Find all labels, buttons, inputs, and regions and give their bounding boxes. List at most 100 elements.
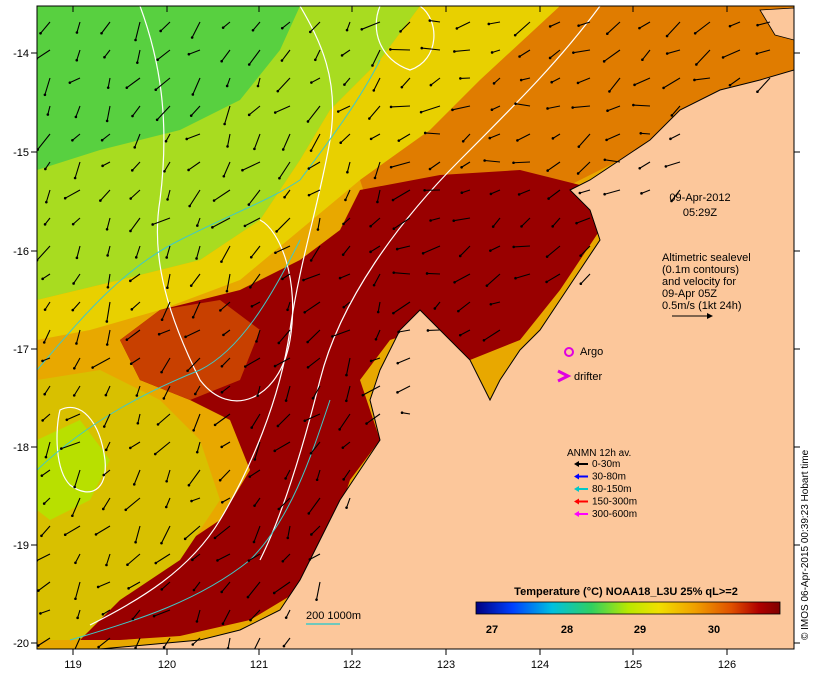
velocity-vector xyxy=(274,441,291,452)
velocity-vector-head xyxy=(303,419,307,423)
velocity-vector-head xyxy=(641,58,644,61)
velocity-vector xyxy=(130,217,141,232)
velocity-vector xyxy=(514,21,531,36)
velocity-vector-head xyxy=(106,285,110,289)
anmn-legend-label: 0-30m xyxy=(592,459,620,470)
velocity-vector xyxy=(604,189,621,195)
velocity-vector xyxy=(135,637,141,649)
velocity-vector xyxy=(191,21,201,38)
contour-line xyxy=(375,6,435,71)
velocity-vector xyxy=(185,329,201,338)
velocity-vector-head xyxy=(255,340,258,343)
velocity-vector-head xyxy=(721,56,725,59)
velocity-vector-head xyxy=(247,559,251,562)
velocity-vector xyxy=(580,273,591,285)
velocity-vector xyxy=(74,469,81,488)
velocity-vector-head xyxy=(184,335,187,339)
velocity-vector-head xyxy=(160,318,164,321)
velocity-vector-head xyxy=(134,38,137,42)
velocity-vector xyxy=(549,21,561,27)
velocity-vector-head xyxy=(164,139,168,143)
velocity-vector xyxy=(401,412,411,415)
velocity-vector-head xyxy=(37,644,40,647)
velocity-vector-head xyxy=(369,224,372,228)
velocity-vector-head xyxy=(75,58,79,62)
velocity-vector-head xyxy=(156,423,160,426)
velocity-vector-head xyxy=(346,170,349,174)
velocity-vector-head xyxy=(221,26,225,29)
velocity-vector xyxy=(157,49,171,61)
velocity-vector-head xyxy=(241,168,244,172)
colorbar xyxy=(475,601,781,615)
velocity-vector xyxy=(671,105,681,116)
velocity-vector-head xyxy=(572,51,575,54)
velocity-vector-head xyxy=(154,88,158,92)
velocity-vector-head xyxy=(307,193,311,197)
velocity-vector xyxy=(276,217,291,232)
map-body xyxy=(37,6,794,649)
velocity-vector xyxy=(310,133,321,151)
velocity-vector-head xyxy=(455,27,459,30)
altimetry-note: Altimetric sealevel (0.1m contours) and … xyxy=(662,252,751,319)
y-axis: -14 -15 -16 -17 -18 -19 -20 xyxy=(13,48,800,650)
velocity-vector-head xyxy=(665,34,669,38)
velocity-vector-head xyxy=(575,221,578,225)
velocity-vector xyxy=(107,273,111,288)
velocity-vector xyxy=(282,273,291,280)
velocity-vector-head xyxy=(163,169,166,173)
velocity-vector xyxy=(756,49,771,55)
velocity-vector-head xyxy=(520,225,523,228)
velocity-vector-head xyxy=(191,93,195,96)
velocity-vector xyxy=(155,77,171,91)
velocity-vector-head xyxy=(489,249,492,252)
velocity-vector xyxy=(104,49,111,58)
velocity-vector-head xyxy=(71,222,75,226)
velocity-vector-head xyxy=(457,309,460,313)
velocity-vector xyxy=(72,217,81,225)
velocity-vector xyxy=(42,357,51,362)
velocity-vector xyxy=(155,553,171,564)
velocity-vector-head xyxy=(608,90,611,93)
velocity-vector-head xyxy=(571,106,574,109)
velocity-vector xyxy=(125,497,141,511)
velocity-vector-head xyxy=(547,197,550,200)
velocity-vector xyxy=(71,497,81,516)
velocity-vector-head xyxy=(195,450,199,454)
velocity-vector xyxy=(285,469,291,479)
velocity-vector xyxy=(311,77,321,84)
velocity-vector-head xyxy=(252,540,256,544)
velocity-vector xyxy=(460,329,471,336)
anmn-legend-arrowhead xyxy=(574,473,579,480)
velocity-vector xyxy=(221,357,231,367)
velocity-vector-head xyxy=(152,614,156,618)
velocity-vector xyxy=(40,609,51,614)
velocity-vector-head xyxy=(311,396,315,400)
velocity-vector xyxy=(310,525,321,535)
velocity-vector xyxy=(136,49,141,63)
velocity-vector xyxy=(490,245,501,252)
velocity-vector xyxy=(72,133,81,141)
velocity-vector xyxy=(101,21,111,34)
velocity-vector-head xyxy=(392,271,396,274)
velocity-vector xyxy=(695,49,711,65)
velocity-vector xyxy=(188,469,201,486)
velocity-vector xyxy=(310,441,321,454)
velocity-vector xyxy=(633,104,651,107)
cold-region xyxy=(37,6,300,170)
y-tick-label: -16 xyxy=(13,246,29,258)
velocity-vector xyxy=(579,189,591,194)
velocity-vector xyxy=(166,273,171,288)
velocity-vector-head xyxy=(369,250,372,254)
velocity-vector xyxy=(192,637,201,645)
velocity-vector xyxy=(102,161,111,167)
velocity-vector xyxy=(287,525,291,539)
velocity-vector xyxy=(75,329,81,344)
velocity-vector-head xyxy=(756,90,759,93)
velocity-vector-head xyxy=(250,426,254,429)
anmn-legend-arrowhead xyxy=(574,486,579,492)
velocity-vector xyxy=(391,105,411,108)
velocity-vector-head xyxy=(577,24,580,27)
velocity-vector-head xyxy=(131,617,135,621)
velocity-vector xyxy=(135,525,141,543)
